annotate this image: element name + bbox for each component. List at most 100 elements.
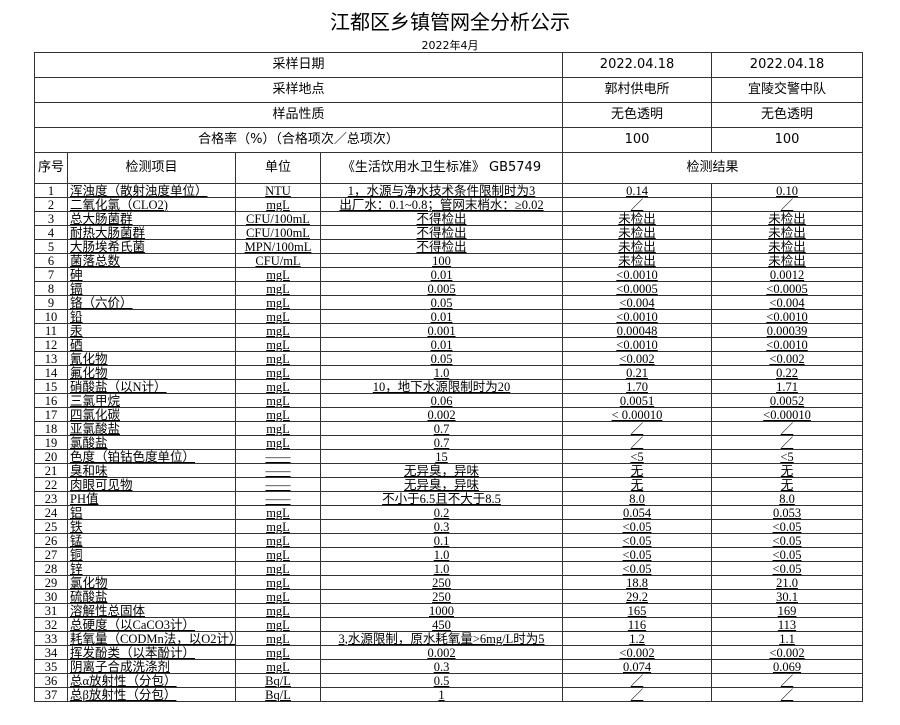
cell-result-1: <0.0010 [562, 267, 713, 282]
cell-result-1: 8.0 [562, 491, 713, 506]
table-row: 18 亚氯酸盐 mgL 0.7 ／／ [34, 421, 864, 436]
cell-unit: mgL [235, 281, 321, 296]
cell-standard: 10，地下水源限制时为20 [319, 379, 564, 394]
table-row: 27 铜 mgL 1.0 <0.05 <0.05 [34, 547, 864, 562]
cell-standard: 0.7 [319, 435, 564, 450]
cell-result-1: 0.00048 [562, 323, 713, 338]
cell-result-2: 0.10 [711, 183, 864, 198]
cell-item: 总α放射性（分包） [67, 673, 236, 688]
cell-unit: mgL [235, 337, 321, 352]
table-row: 22 肉眼可见物 —— 无异臭，异味无无 [34, 477, 864, 492]
info-value: 2022.04.18 [711, 52, 864, 78]
cell-seq: 22 [34, 477, 68, 492]
cell-item: 镉 [67, 281, 236, 296]
cell-result-2: 0.00039 [711, 323, 864, 338]
cell-standard: 0.01 [319, 267, 564, 282]
cell-item: 硫酸盐 [67, 589, 236, 604]
cell-item: 三氯甲烷 [67, 393, 236, 408]
table-row: 13 氰化物 mgL 0.05 <0.002 <0.002 [34, 351, 864, 366]
cell-unit: —— [235, 449, 321, 464]
cell-result-2: ／ [711, 673, 864, 688]
cell-unit: mgL [235, 267, 321, 282]
cell-result-2: 未检出 [711, 211, 864, 226]
cell-result-1: <5 [562, 449, 713, 464]
page-title: 江都区乡镇管网全分析公示 [330, 10, 570, 34]
cell-unit: NTU [235, 183, 321, 198]
cell-result-2: 0.0052 [711, 393, 864, 408]
cell-standard: 450 [319, 617, 564, 632]
info-value: 100 [562, 127, 713, 153]
cell-seq: 20 [34, 449, 68, 464]
table-row: 12 硒 mgL 0.01 <0.0010 <0.0010 [34, 337, 864, 352]
cell-standard: 1000 [319, 603, 564, 618]
cell-standard: 0.7 [319, 421, 564, 436]
cell-result-1: 未检出 [562, 253, 713, 268]
cell-result-2: ／ [711, 197, 864, 212]
cell-seq: 26 [34, 533, 68, 548]
cell-unit: CFU/100mL [235, 225, 321, 240]
cell-unit: mgL [235, 659, 321, 674]
cell-result-2: 0.0012 [711, 267, 864, 282]
cell-result-2: ／ [711, 421, 864, 436]
cell-result-2: 未检出 [711, 239, 864, 254]
cell-seq: 6 [34, 253, 68, 268]
table-row: 32 总硬度（以CaCO3计） mgL 450 116 113 [34, 617, 864, 632]
cell-standard: 0.5 [319, 673, 564, 688]
table-row: 35 阴离子合成洗涤剂 mgL 0.3 0.074 0.069 [34, 659, 864, 674]
cell-standard: 不得检出 [319, 239, 564, 254]
cell-unit: mgL [235, 351, 321, 366]
table-row: 36 总α放射性（分包） Bq/L 0.5 ／／ [34, 673, 864, 688]
cell-unit: mgL [235, 575, 321, 590]
cell-item: 氰化物 [67, 351, 236, 366]
table-row: 30 硫酸盐 mgL 250 29.2 30.1 [34, 589, 864, 604]
table-row: 3 总大肠菌群 CFU/100mL 不得检出 未检出 未检出 [34, 211, 864, 226]
cell-seq: 19 [34, 435, 68, 450]
cell-result-2: ／ [711, 435, 864, 450]
cell-standard: 1.0 [319, 365, 564, 380]
cell-seq: 29 [34, 575, 68, 590]
cell-item: 耐热大肠菌群 [67, 225, 236, 240]
cell-result-1: <0.05 [562, 533, 713, 548]
table-row: 6 菌落总数 CFU/mL 100 未检出 未检出 [34, 253, 864, 268]
cell-result-1: 165 [562, 603, 713, 618]
info-label: 样品性质 [33, 102, 564, 128]
cell-standard: 0.05 [319, 295, 564, 310]
report-month: 2022年4月 [421, 39, 479, 52]
info-label: 合格率（%）（合格项次／总项次） [33, 127, 564, 153]
cell-seq: 14 [34, 365, 68, 380]
cell-item: 汞 [67, 323, 236, 338]
cell-item: 砷 [67, 267, 236, 282]
cell-result-2: 1.1 [711, 631, 864, 646]
cell-standard: 0.06 [319, 393, 564, 408]
cell-result-1: 未检出 [562, 239, 713, 254]
cell-standard: 不得检出 [319, 225, 564, 240]
cell-standard: 0.001 [319, 323, 564, 338]
cell-seq: 37 [34, 687, 68, 702]
cell-unit: mgL [235, 421, 321, 436]
cell-standard: 0.002 [319, 407, 564, 422]
col-seq: 序号 [34, 152, 68, 184]
cell-standard: 出厂水：0.1~0.8；管网末梢水：≥0.02 [319, 197, 564, 212]
cell-result-1: < 0.00010 [562, 407, 713, 422]
cell-seq: 13 [34, 351, 68, 366]
cell-unit: —— [235, 463, 321, 478]
cell-seq: 25 [34, 519, 68, 534]
cell-item: 耗氧量（CODMn法，以O2计） [67, 631, 236, 646]
cell-result-1: 18.8 [562, 575, 713, 590]
cell-unit: mgL [235, 393, 321, 408]
cell-unit: mgL [235, 365, 321, 380]
cell-seq: 24 [34, 505, 68, 520]
cell-item: 总硬度（以CaCO3计） [67, 617, 236, 632]
cell-unit: Bq/L [235, 687, 321, 702]
cell-standard: 0.1 [319, 533, 564, 548]
cell-standard: 0.3 [319, 659, 564, 674]
cell-standard: 0.01 [319, 337, 564, 352]
cell-seq: 1 [34, 183, 68, 198]
info-row-nature: 样品性质 无色透明 无色透明 [33, 102, 864, 128]
cell-item: 硝酸盐（以N计） [67, 379, 236, 394]
table-row: 8 镉 mgL 0.005 <0.0005 <0.0005 [34, 281, 864, 296]
cell-result-1: ／ [562, 421, 713, 436]
cell-result-1: 0.054 [562, 505, 713, 520]
cell-seq: 12 [34, 337, 68, 352]
cell-result-1: 无 [562, 477, 713, 492]
